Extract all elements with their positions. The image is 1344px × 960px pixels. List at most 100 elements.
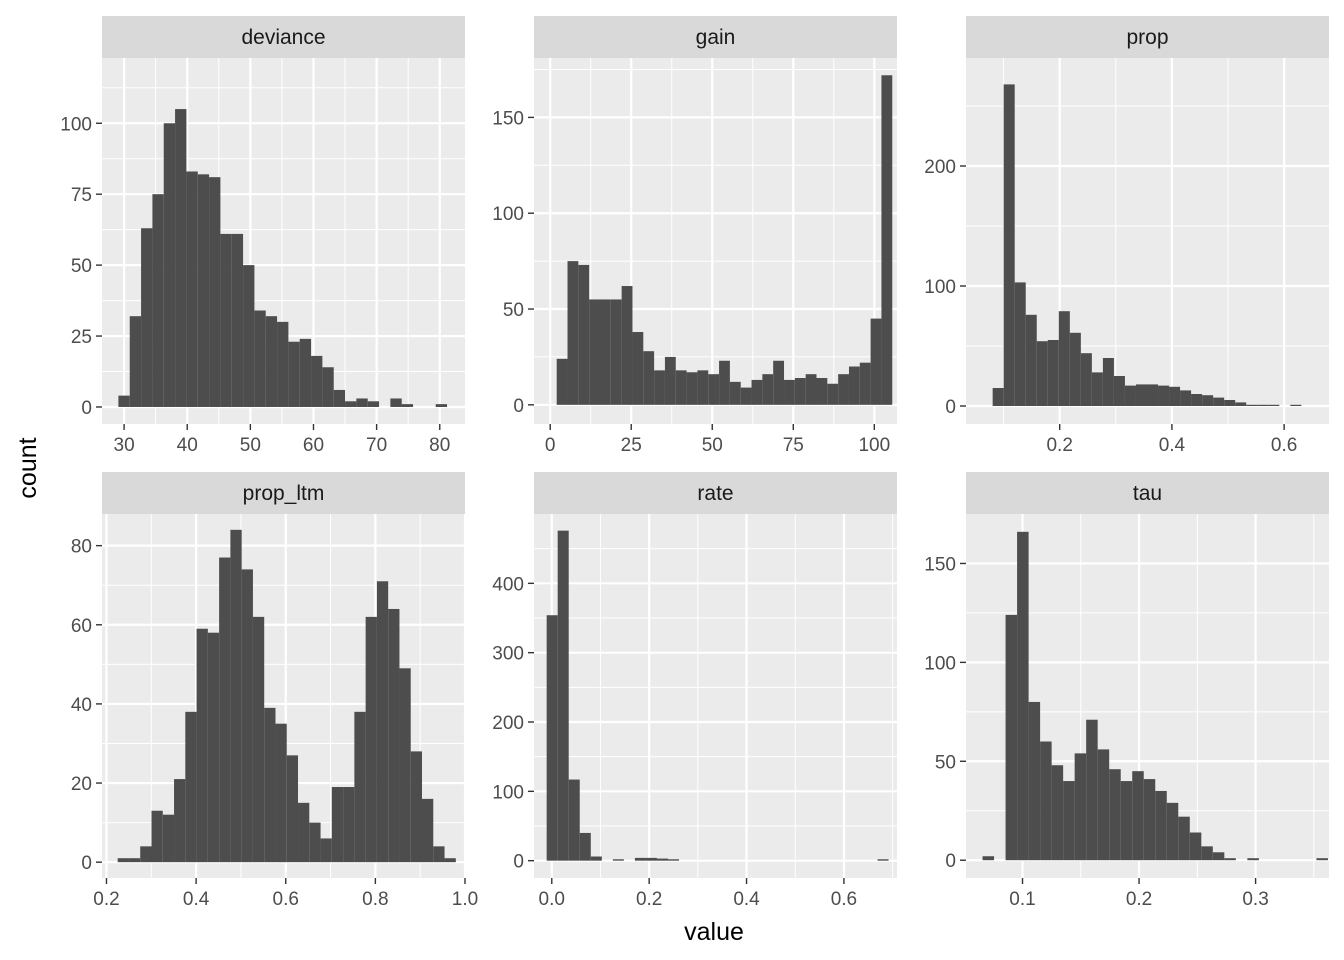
histogram-bar [729,381,741,405]
histogram-bar [589,299,600,405]
histogram-bar [1201,846,1213,861]
histogram-bar [399,668,411,863]
histogram-bar [197,174,210,407]
histogram-bar [322,367,334,407]
histogram-bar [1069,332,1081,406]
histogram-bar [254,310,266,407]
x-tick-label: 0.1 [1009,889,1035,910]
x-axis-title: value [684,918,744,946]
histogram-bar [1246,404,1258,406]
histogram-bar [1290,404,1302,406]
histogram-bar [1191,394,1203,406]
y-tick-label: 0 [81,398,92,419]
histogram-bar [367,401,380,407]
histogram-bar [1132,771,1144,861]
histogram-bar [1109,769,1121,861]
x-tick-label: 50 [240,435,261,456]
x-tick-label: 1.0 [452,889,478,910]
histogram-bar [1202,395,1214,406]
y-tick-label: 100 [60,114,92,135]
histogram-bar [610,299,622,405]
histogram-bar [185,711,197,863]
histogram-bar [1155,790,1167,861]
facet-strip-label: prop_ltm [243,482,325,505]
histogram-bar [697,370,709,405]
y-tick-label: 75 [71,185,92,206]
histogram-bar [621,286,633,405]
y-tick-label: 100 [924,653,956,674]
x-tick-label: 40 [177,435,198,456]
x-tick-label: 0.4 [183,889,210,910]
histogram-bar [654,370,665,405]
histogram-bar [1166,802,1179,861]
histogram-bar [220,233,232,407]
histogram-bar [207,632,220,863]
y-tick-label: 50 [71,256,92,277]
histogram-bar [243,265,255,407]
histogram-bar [1097,749,1110,861]
y-tick-label: 0 [513,852,524,873]
histogram-bar [1235,402,1247,406]
histogram-bar [390,398,402,407]
histogram-bar [667,859,680,861]
histogram-bar [848,366,860,405]
histogram-bar [612,859,624,861]
histogram-bar [163,123,176,407]
histogram-bar [578,264,590,405]
facet-prop-ltm: prop_ltm 0 20 40 60 80 0.2 0.4 0.6 0.8 1.0 [71,472,478,910]
histogram-bar [1014,282,1026,406]
histogram-bar [152,194,164,407]
histogram-bar [773,360,785,405]
histogram-bar [1212,852,1225,861]
histogram-bar [557,530,569,861]
histogram-bar [1051,765,1064,861]
histogram-bar [288,341,300,407]
histogram-bar [992,388,1004,406]
histogram-bar [365,616,377,863]
histogram-bar [311,355,323,407]
facet-strip-label: tau [1133,482,1162,505]
histogram-bar [881,75,893,405]
histogram-bar [740,387,752,405]
histogram-bar [870,318,882,405]
x-tick-label: 0.4 [1159,435,1186,456]
histogram-bar [265,316,278,407]
x-tick-label: 0.2 [93,889,119,910]
histogram-bar [590,856,602,861]
histogram-bar [309,822,321,863]
histogram-bar [1091,372,1103,406]
x-tick-label: 75 [783,435,804,456]
y-tick-label: 400 [492,574,524,595]
histogram-bar [794,378,806,405]
histogram-bar [231,233,244,407]
histogram-bar [422,798,434,863]
x-tick-label: 0.4 [733,889,760,910]
histogram-bar [1086,719,1098,861]
facet-deviance: deviance 0 25 50 75 100 30 40 50 60 70 80 [60,16,465,456]
histogram-bar [751,379,763,405]
histogram-bar [401,404,414,407]
y-tick-label: 20 [71,774,92,795]
facet-strip [102,16,465,58]
facet-strip-label: deviance [241,26,325,49]
histogram-bar [1113,376,1125,406]
x-tick-label: 50 [702,435,723,456]
histogram-bar [345,401,357,407]
facet-strip [534,472,897,514]
histogram-bar [877,859,889,861]
histogram-bar [117,858,129,863]
histogram-bar [1003,84,1015,407]
y-tick-label: 100 [492,782,524,803]
x-tick-label: 0.2 [1046,435,1072,456]
facet-strip [534,16,897,58]
histogram-bar [1158,385,1170,406]
histogram-bar [196,628,208,863]
histogram-bar [118,395,130,407]
histogram-bar [599,299,611,405]
histogram-bar [241,569,253,863]
histogram-bar [209,177,221,407]
histogram-bar [1102,358,1114,406]
histogram-bar [556,358,568,405]
histogram-bar [435,404,448,407]
